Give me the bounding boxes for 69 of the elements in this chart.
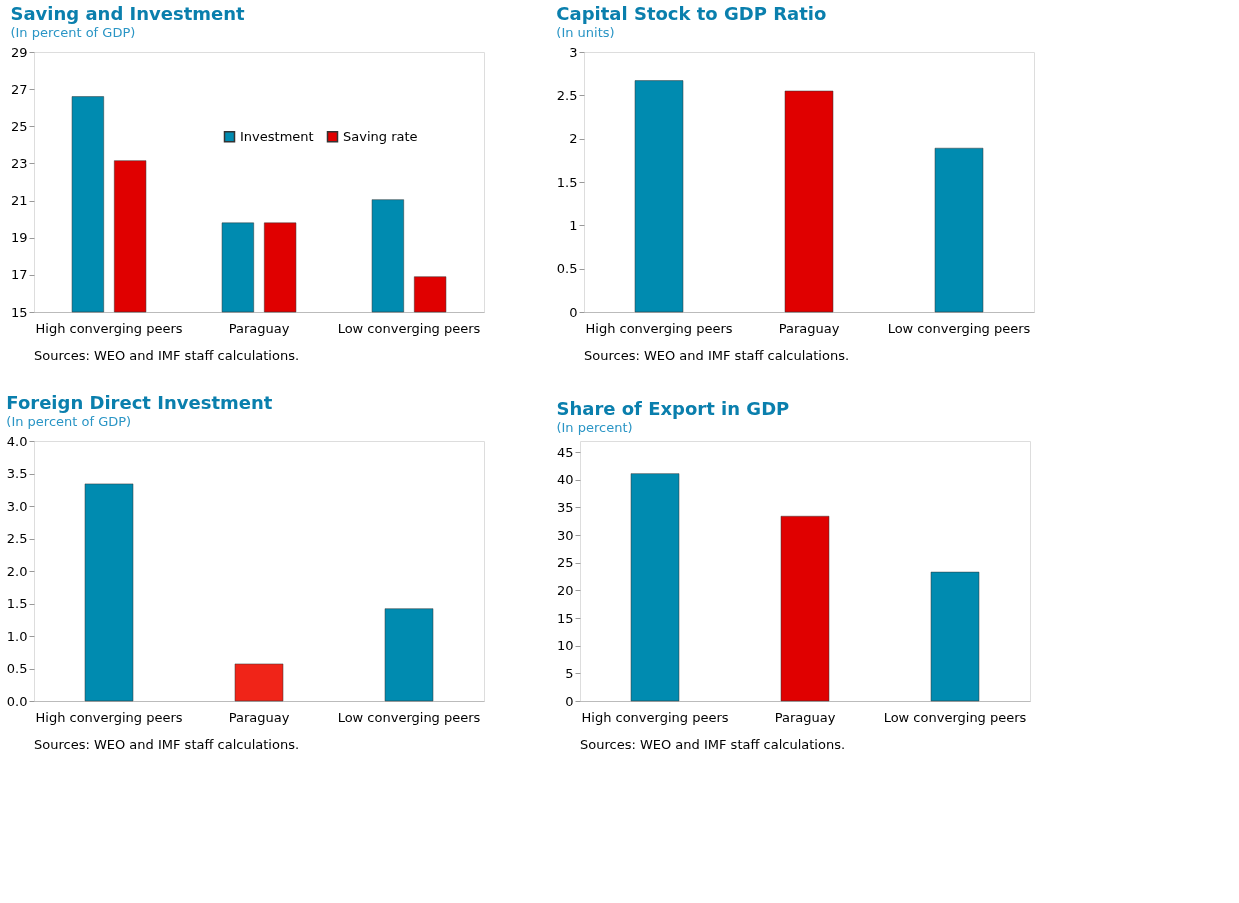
y-tick-label: 27 [10, 81, 28, 97]
source-note: Sources: WEO and IMF staff calculations. [584, 348, 850, 363]
x-tick-label: Paraguay [228, 320, 290, 336]
source-note: Sources: WEO and IMF staff calculations. [580, 737, 846, 752]
legend-label: Investment [240, 128, 314, 144]
x-tick-label: Low converging peers [337, 320, 481, 336]
x-tick-label: High converging peers [585, 320, 733, 336]
source-note: Sources: WEO and IMF staff calculations. [34, 348, 300, 363]
y-tick-label: 2.5 [6, 531, 28, 546]
y-tick-label: 0.5 [556, 261, 578, 277]
x-tick-label: Paraguay [774, 709, 836, 725]
y-tick-label: 1.5 [556, 174, 578, 190]
chart-subtitle: (In percent of GDP) [10, 25, 136, 40]
x-tick-label: High converging peers [35, 320, 183, 336]
chart-subtitle: (In units) [556, 25, 615, 40]
y-tick-label: 2.5 [556, 87, 578, 103]
bar [930, 571, 980, 702]
x-tick-label: Low converging peers [883, 709, 1027, 725]
y-tick-label: 20 [556, 582, 574, 598]
y-tick-label: 3.5 [6, 466, 28, 481]
y-tick-label: 4.0 [6, 433, 28, 449]
y-tick-label: 19 [10, 230, 28, 246]
chart-title: Share of Export in GDP [556, 398, 790, 419]
chart-title: Foreign Direct Investment [6, 392, 273, 413]
x-tick-label: Paraguay [778, 320, 840, 336]
y-tick-label: 29 [10, 44, 28, 60]
bar [630, 473, 680, 702]
bar [384, 608, 434, 702]
x-tick-label: High converging peers [581, 709, 729, 725]
y-tick-label: 21 [10, 193, 28, 209]
y-tick-label: 2 [569, 131, 578, 147]
bar [934, 147, 984, 313]
y-tick-label: 15 [10, 304, 28, 320]
y-tick-label: 25 [556, 555, 574, 571]
y-tick-label: 1.5 [6, 596, 28, 611]
y-tick-label: 0.0 [6, 693, 28, 709]
y-tick-label: 23 [10, 155, 28, 171]
y-tick-label: 3.0 [6, 498, 28, 514]
y-tick-label: 40 [556, 472, 574, 488]
y-tick-label: 30 [556, 527, 574, 543]
bar [780, 515, 830, 702]
bar [84, 483, 134, 702]
y-tick-label: 25 [10, 118, 28, 134]
legend-label: Saving rate [343, 128, 418, 144]
y-tick-label: 1 [569, 217, 578, 233]
bar [784, 90, 834, 313]
x-tick-label: Low converging peers [887, 320, 1031, 336]
chart-subtitle: (In percent of GDP) [6, 414, 132, 429]
y-tick-label: 5 [565, 665, 574, 681]
x-tick-label: Low converging peers [337, 709, 481, 725]
y-tick-label: 0 [569, 304, 578, 320]
y-tick-label: 45 [556, 444, 574, 460]
x-tick-label: Paraguay [228, 709, 290, 725]
y-tick-label: 0.5 [6, 661, 28, 676]
source-note: Sources: WEO and IMF staff calculations. [34, 737, 300, 752]
y-tick-label: 10 [556, 638, 574, 654]
chart-subtitle: (In percent) [556, 420, 633, 435]
y-tick-label: 35 [556, 499, 574, 515]
y-tick-label: 2.0 [6, 563, 28, 579]
y-tick-label: 0 [565, 693, 574, 709]
bar [634, 80, 684, 313]
chart-title: Capital Stock to GDP Ratio [556, 3, 827, 24]
y-tick-label: 17 [10, 267, 28, 283]
chart-title: Saving and Investment [10, 3, 246, 24]
y-tick-label: 15 [556, 610, 574, 626]
bar [234, 663, 284, 702]
y-tick-label: 3 [569, 44, 578, 60]
x-tick-label: High converging peers [35, 709, 183, 725]
y-tick-label: 1.0 [6, 628, 28, 644]
